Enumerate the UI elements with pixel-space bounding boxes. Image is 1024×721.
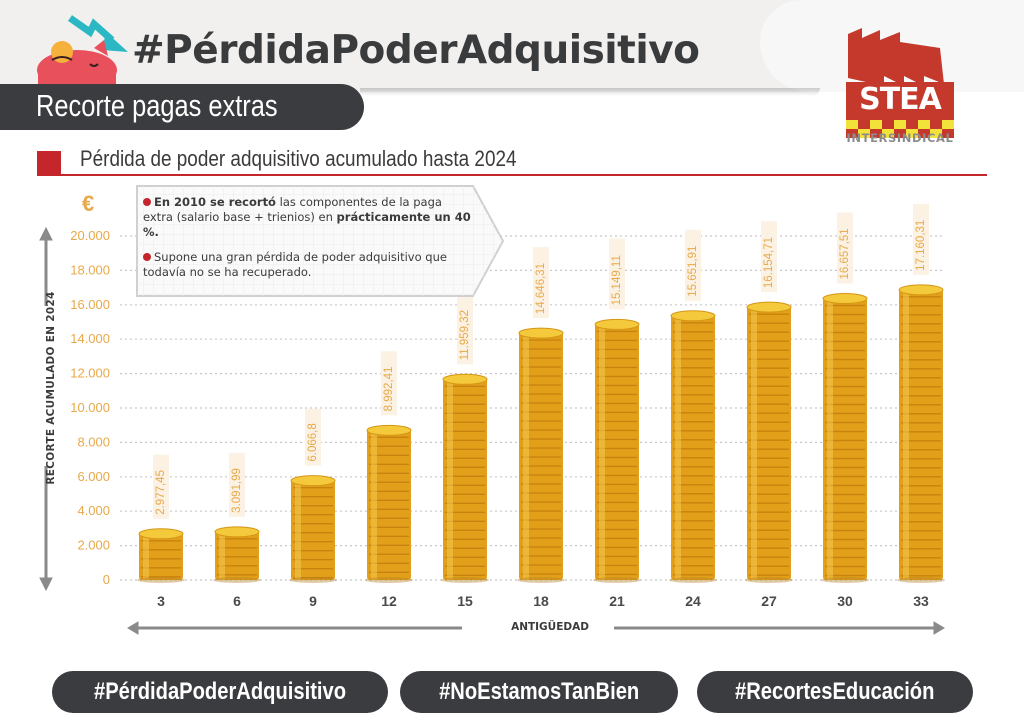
y-tick-label: 2.000 [77,538,110,553]
y-tick-label: 4.000 [77,503,110,518]
callout-rest: las componentes de la paga extra (salari… [143,195,442,224]
bar-coin-stack [213,526,261,583]
logo-tagline: INTERSINDICAL [846,131,954,145]
x-tick-label: 21 [609,593,625,609]
stea-logo [846,28,954,138]
currency-symbol: € [82,191,95,216]
x-tick-label: 24 [685,593,701,609]
hashtag-button-2[interactable]: #NoEstamosTanBien [400,671,678,713]
x-tick-label: 30 [837,593,853,609]
section-title: Pérdida de poder adquisitivo acumulado h… [80,146,517,171]
subtitle-banner [0,84,364,130]
subtitle-text: Recorte pagas extras [36,88,278,123]
bar-coin-stack [897,284,945,583]
bar-value-label: 2.977,45 [153,454,169,519]
x-tick-label: 18 [533,593,549,609]
bar-value-label: 15.651,91 [685,229,701,301]
y-tick-label: 6.000 [77,469,110,484]
hashtag-label: #PérdidaPoderAdquisitivo [93,678,347,705]
hashtag-label: #RecortesEducación [735,678,935,705]
bar-coin-stack [745,301,793,583]
section-divider [37,174,987,176]
bar-coin-stack [441,373,489,583]
bar-value-label: 11.959,32 [457,293,473,365]
y-tick-label: 10.000 [70,400,110,415]
bullet-icon [143,198,151,206]
y-tick-label: 16.000 [70,297,110,312]
y-tick-label: 0 [103,572,110,587]
bar-value-label: 8.992,41 [381,351,397,416]
header-shadow [360,88,820,96]
x-axis-arrow [127,621,945,635]
bar-coin-stack [669,310,717,583]
bar-coin-stack [821,292,869,583]
callout-point-1: En 2010 se recortó las componentes de la… [143,195,473,240]
bar-value-label: 16.657,51 [837,212,853,284]
bar-value-label: 16.154,71 [761,221,777,293]
svg-text:15.651,91: 15.651,91 [687,246,699,297]
hashtag-button-1[interactable]: #PérdidaPoderAdquisitivo [52,671,388,713]
downtrend-arrow-icon [67,15,115,43]
y-tick-label: 14.000 [70,331,110,346]
bar-value-label: 14.646,31 [533,247,549,319]
y-tick-label: 20.000 [70,228,110,243]
svg-text:14.646,31: 14.646,31 [535,263,547,314]
svg-text:17.160,31: 17.160,31 [915,220,927,271]
svg-text:11.959,32: 11.959,32 [459,310,471,360]
section-marker [37,151,61,175]
x-axis-label: ANTIGÜEDAD [511,621,589,633]
callout-bold-2: prácticamente un 40 %. [143,210,471,239]
bar-coin-stack [593,318,641,583]
x-tick-label: 9 [309,593,317,609]
y-tick-label: 18.000 [70,262,110,277]
hashtag-button-3[interactable]: #RecortesEducación [697,671,973,713]
info-callout [136,185,505,297]
main-title: #PérdidaPoderAdquisitivo [132,28,700,73]
svg-text:2.977,45: 2.977,45 [155,470,167,515]
bar-coin-stack [137,528,185,583]
x-tick-label: 12 [381,593,397,609]
hashtag-label: #NoEstamosTanBien [438,678,640,705]
bar-value-label: 15.149,11 [609,238,625,310]
bar-value-label: 3.091,99 [229,452,245,517]
y-tick-label: 8.000 [77,434,110,449]
x-tick-label: 6 [233,593,241,609]
x-tick-label: 27 [761,593,777,609]
svg-text:16.154,71: 16.154,71 [763,237,775,288]
flag-icon [848,28,944,86]
svg-text:6.066,8: 6.066,8 [307,423,319,461]
bullet-icon [143,253,151,261]
svg-text:15.149,11: 15.149,11 [611,255,623,305]
bar-value-label: 6.066,8 [305,408,321,466]
x-tick-label: 3 [157,593,165,609]
y-axis-label: RECORTE ACUMULADO EN 2024 [45,291,57,485]
y-axis-arrow [39,226,53,592]
x-tick-label: 33 [913,593,929,609]
piggy-bank-icon [37,15,128,84]
callout-point-2-text: Supone una gran pérdida de poder adquisi… [143,250,447,279]
bar-coin-stack [289,475,337,583]
callout-bold: En 2010 se recortó [154,195,276,209]
callout-text: En 2010 se recortó las componentes de la… [143,195,473,290]
bar-value-label: 17.160,31 [913,203,929,275]
svg-text:3.091,99: 3.091,99 [231,468,243,513]
callout-point-2: Supone una gran pérdida de poder adquisi… [143,250,473,280]
logo-name: STEA [859,82,942,117]
x-tick-label: 15 [457,593,473,609]
svg-text:16.657,51: 16.657,51 [839,228,851,279]
svg-text:8.992,41: 8.992,41 [383,367,395,412]
bar-coin-stack [365,424,413,583]
bar-coin-stack [517,327,565,583]
y-tick-label: 12.000 [70,366,110,381]
